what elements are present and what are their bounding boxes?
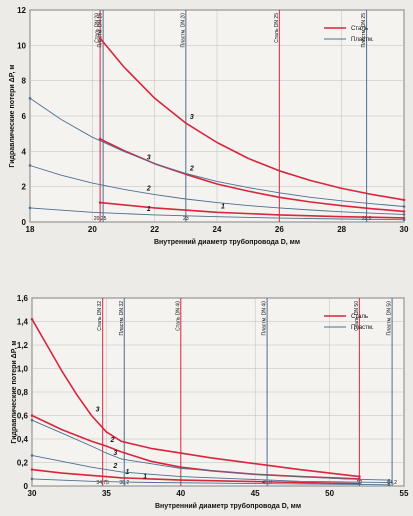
c1-marker-label: Пластм. DN 50 bbox=[387, 301, 393, 336]
c0-y-tick-label: 0 bbox=[22, 218, 27, 227]
c1-y-tick-label: 1,2 bbox=[17, 341, 29, 350]
c1-series-point bbox=[30, 468, 34, 471]
c0-marker-sublabel: 20,25 bbox=[94, 216, 107, 222]
c1-marker-sublabel: 36,2 bbox=[119, 480, 129, 486]
c1-y-tick-label: 1,4 bbox=[17, 318, 29, 327]
c0-series-plastic-1 bbox=[29, 207, 405, 221]
c1-x-tick-label: 45 bbox=[251, 489, 260, 498]
c1-marker-label: Сталь DN 50 bbox=[354, 301, 360, 331]
c1-marker-sublabel: 45,8 bbox=[262, 480, 272, 486]
c0-x-tick-label: 24 bbox=[213, 225, 222, 234]
c1-series-label: 2 bbox=[112, 463, 117, 470]
c1-marker-sublabel: 54,2 bbox=[387, 480, 397, 486]
c0-marker-sublabel: 23 bbox=[183, 216, 189, 222]
c1-x-tick-label: 55 bbox=[400, 489, 409, 498]
c1-marker-label: Пластм. DN 32 bbox=[119, 301, 125, 336]
c0-series-plastic-3 bbox=[29, 97, 405, 207]
c1-y-tick-label: 0,6 bbox=[17, 412, 29, 421]
c1-x-tick-label: 30 bbox=[28, 489, 37, 498]
c1-series-plastic-3 bbox=[31, 419, 390, 481]
c1-marker-label: Сталь DN 32 bbox=[97, 301, 103, 331]
c1-y-tick-label: 1,0 bbox=[17, 365, 29, 374]
c1-series-point bbox=[387, 481, 391, 484]
c1-y-tick-label: 1,6 bbox=[17, 294, 29, 303]
c0-series-point bbox=[98, 201, 102, 204]
c1-series-label: 3 bbox=[96, 407, 100, 414]
c0-x-tick-label: 26 bbox=[275, 225, 284, 234]
c0-x-tick-label: 18 bbox=[26, 225, 35, 234]
c1-y-tick-label: 0 bbox=[24, 482, 29, 491]
c0-y-tick-label: 4 bbox=[22, 147, 27, 156]
c1-legend-label: Пластм. bbox=[351, 325, 374, 331]
c0-series-point bbox=[28, 164, 32, 167]
c0-x-tick-label: 30 bbox=[400, 225, 409, 234]
c0-series-label: 2 bbox=[189, 165, 194, 172]
c1-series-plastic-1 bbox=[31, 478, 390, 486]
c0-series-point bbox=[402, 218, 406, 222]
c0-series-steel-1 bbox=[100, 201, 405, 219]
c1-y-tick-label: 0,8 bbox=[17, 388, 29, 397]
chart-bottom: 30 35 40 45 50 55 0 0,2 0,4 0,6 0,8 1,0 1,2 1,4 1,6 Вну… bbox=[11, 294, 409, 510]
c0-series-point bbox=[402, 205, 406, 208]
c0-marker-label: Пластм. DN 25 bbox=[361, 13, 367, 48]
c1-x-tick-label: 50 bbox=[325, 489, 334, 498]
c0-legend-label: Пластм. bbox=[351, 37, 374, 43]
c0-series-label: 1 bbox=[221, 203, 225, 210]
c0-x-tick-label: 20 bbox=[88, 225, 97, 234]
c1-series-point bbox=[387, 478, 391, 482]
c0-marker-label: Пластм. DN 15 bbox=[98, 13, 104, 48]
c0-y-tick-label: 8 bbox=[22, 77, 27, 86]
c1-series-label: 1 bbox=[143, 473, 147, 480]
c0-marker-label: Пластм. DN 20 bbox=[180, 13, 186, 48]
c0-y-tick-label: 2 bbox=[22, 183, 27, 192]
c0-x-axis-label: Внутренний диаметр трубопровода D, мм bbox=[154, 238, 300, 246]
c0-series-point bbox=[402, 210, 406, 213]
c1-x-tick-label: 40 bbox=[176, 489, 185, 498]
c1-y-tick-label: 0,2 bbox=[17, 459, 29, 468]
c1-series-point bbox=[30, 477, 34, 481]
c1-series-plastic-2 bbox=[31, 454, 390, 483]
c1-series-point bbox=[30, 454, 34, 457]
c1-series-point bbox=[30, 317, 34, 321]
c0-series-plastic-2 bbox=[29, 165, 405, 215]
c0-series-label: 1 bbox=[147, 206, 151, 213]
c1-series-point bbox=[358, 475, 361, 478]
c1-marker-label: Пластм. DN 40 bbox=[262, 301, 268, 336]
c0-series-point bbox=[28, 206, 32, 210]
c0-series-steel-3 bbox=[99, 37, 405, 201]
c1-y-axis-label: Гидравлические потери ΔP, м bbox=[11, 340, 18, 443]
c0-series-point bbox=[98, 36, 102, 40]
c0-series-label: 2 bbox=[146, 186, 151, 193]
c1-series-steel-1 bbox=[31, 468, 360, 485]
c0-series-point bbox=[402, 213, 406, 216]
c1-x-tick-label: 35 bbox=[102, 489, 111, 498]
c0-x-tick-label: 22 bbox=[150, 225, 159, 234]
c1-marker-label: Сталь DN 40 bbox=[175, 301, 181, 331]
c1-x-axis-label: Внутренний диаметр трубопровода D, мм bbox=[155, 502, 301, 510]
c0-y-tick-label: 10 bbox=[17, 41, 26, 50]
c0-series-label: 3 bbox=[190, 114, 194, 121]
c0-series-point bbox=[402, 198, 406, 202]
c0-y-tick-label: 6 bbox=[22, 112, 27, 121]
c1-series-point bbox=[30, 418, 34, 422]
c0-legend-label: Сталь bbox=[351, 26, 368, 32]
c0-series-label: 3 bbox=[147, 155, 151, 162]
c1-series-label: 2 bbox=[109, 437, 114, 444]
c1-y-tick-label: 0,4 bbox=[17, 435, 29, 444]
c1-legend-label: Сталь bbox=[351, 314, 368, 320]
c0-x-tick-label: 28 bbox=[337, 225, 346, 234]
c1-series-label: 3 bbox=[113, 450, 117, 457]
c1-marker-sublabel: 34,75 bbox=[96, 480, 109, 486]
c0-marker-label: Сталь DN 20 bbox=[95, 13, 101, 43]
c1-series-point bbox=[30, 414, 34, 417]
c1-series-point bbox=[387, 483, 391, 487]
c1-series-steel-3 bbox=[31, 318, 360, 478]
c0-series-point bbox=[28, 97, 32, 100]
c0-series-point bbox=[98, 137, 102, 141]
c0-y-axis-label: Гидравлические потери ΔP, м bbox=[9, 64, 16, 167]
c0-marker-label: Сталь DN 25 bbox=[274, 13, 280, 43]
c0-y-tick-label: 12 bbox=[17, 6, 26, 15]
